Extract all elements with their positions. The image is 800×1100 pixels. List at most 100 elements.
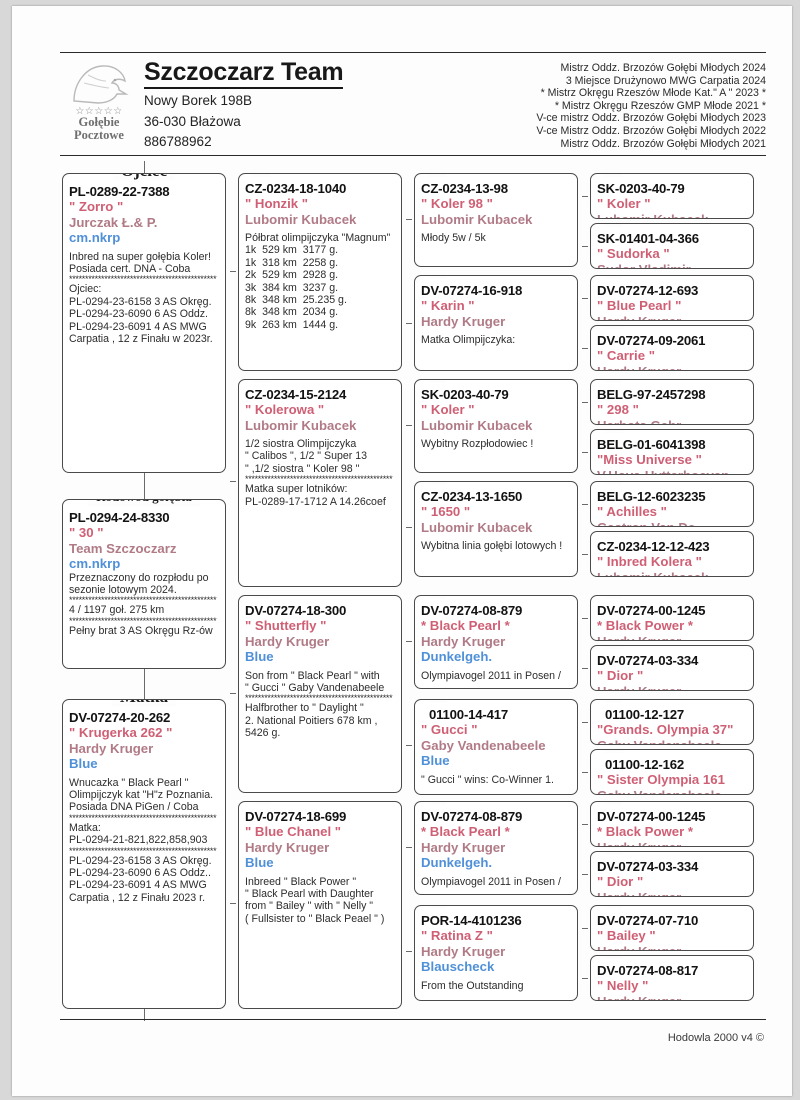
pedigree-box[interactable]: M SK-01401-04-366" Sudorka "Sudor Vladimi… bbox=[590, 222, 754, 269]
note-line: Olimpijczyk kat "H"z Poznania. bbox=[69, 788, 214, 801]
award-line: * Mistrz Okręgu Rzeszów Młode Kat." A " … bbox=[540, 87, 766, 100]
note-line: Wybitny Rozpłodowiec ! bbox=[421, 438, 534, 450]
pedigree-box[interactable]: Matka DV-07274-20-262" Krugerka 262 "Hard… bbox=[62, 698, 226, 1009]
pedigree-box[interactable]: M 01100-14-417" Gucci "Gaby VandenabeeleB… bbox=[414, 698, 578, 795]
breeder-name: Lubomir Kubacek bbox=[421, 519, 533, 535]
ring-number: PL-0294-24-8330 bbox=[69, 509, 170, 525]
pedigree-box[interactable]: M DV-07274-09-2061" Carrie "Hardy Kruger bbox=[590, 324, 754, 371]
breeder-name: Lubomir Kubacek bbox=[597, 570, 748, 576]
breeder-name: Lubomir Kubacek bbox=[421, 211, 533, 227]
pedigree-box[interactable]: M CZ-0234-13-1650" 1650 "Lubomir Kubacek W… bbox=[414, 480, 578, 577]
pigeon-color: Dunkelgeh. bbox=[421, 855, 493, 870]
pedigree-box[interactable]: Ojciec PL-0289-22-7388" Zorro "Jurczak Ł.… bbox=[62, 172, 226, 473]
box-content: SK-01401-04-366" Sudorka "Sudor Vladimir bbox=[597, 230, 748, 268]
pedigree-box[interactable]: O DV-07274-00-1245* Black Power *Hardy Kr… bbox=[590, 800, 754, 847]
sex-marker: O bbox=[605, 173, 622, 177]
sex-marker: O bbox=[605, 699, 622, 703]
note-line: " Gucci " Gaby Vandenabeele bbox=[245, 681, 385, 694]
breeder-name: Hardy Kruger bbox=[597, 364, 748, 370]
ring-number: DV-07274-08-879 bbox=[421, 602, 523, 618]
box-content: PL-0294-24-8330 " 30 " Team Szczoczarz cm.n… bbox=[69, 510, 220, 638]
note-line: 4 / 1197 goł. 275 km bbox=[69, 604, 165, 617]
connector-line bbox=[406, 846, 412, 848]
pigeon-nickname: " Bailey " bbox=[597, 928, 656, 943]
box-content: CZ-0234-12-12-423" Inbred Kolera "Lubomi… bbox=[597, 539, 748, 576]
sex-marker: O bbox=[605, 379, 622, 383]
race-result-row: 2k 529 km 2928 g. bbox=[245, 269, 339, 282]
note-line: PL-0294-23-6090 6 AS Oddz.. bbox=[69, 866, 211, 879]
pedigree-box[interactable]: M POR-14-4101236" Ratina Z "Hardy KrugerB… bbox=[414, 904, 578, 1001]
pedigree-page: ☆☆☆☆☆ Gołębie Pocztowe Szczoczarz Team N… bbox=[12, 6, 792, 1096]
breeder-name: Hardy Kruger bbox=[245, 839, 330, 855]
pedigree-box[interactable]: O BELG-12-6023235" Achilles "Gastron Van … bbox=[590, 480, 754, 527]
pigeon-color: cm.nkrp bbox=[69, 556, 121, 571]
connector-line bbox=[582, 771, 588, 773]
note-line: Wnucazka " Black Pearl " bbox=[69, 776, 189, 789]
ring-number: CZ-0234-13-1650 bbox=[421, 488, 523, 504]
sex-marker: M bbox=[253, 801, 272, 805]
note-line: PL-0294-23-6158 3 AS Okręg. bbox=[69, 854, 212, 867]
pedigree-box[interactable]: O SK-0203-40-79" Koler "Lubomir Kubacek Wy… bbox=[414, 378, 578, 473]
connector-line bbox=[582, 721, 588, 723]
sex-marker: M bbox=[429, 481, 448, 485]
pedigree-box[interactable]: M DV-07274-18-699" Blue Chanel "Hardy Kru… bbox=[238, 800, 402, 1009]
connector-line bbox=[144, 668, 145, 699]
pedigree-box[interactable]: O 01100-12-127"Grands. Olympia 37"Gaby Va… bbox=[590, 698, 754, 745]
pedigree-box[interactable]: O DV-07274-08-879* Black Pearl *Hardy Kru… bbox=[414, 594, 578, 689]
pedigree-box[interactable]: Rodowód gołębia PL-0294-24-8330" 30 "Team… bbox=[62, 498, 226, 669]
pedigree-box[interactable]: M CZ-0234-15-2124" Kolerowa "Lubomir Kuba… bbox=[238, 378, 402, 587]
connector-line bbox=[144, 472, 145, 499]
pedigree-box[interactable]: M DV-07274-08-817" Nelly "Hardy Kruger bbox=[590, 954, 754, 1001]
box-content: BELG-01-6041398"Miss Universe "V.Hove-Uy… bbox=[597, 437, 748, 474]
award-line: Mistrz Oddz. Brzozów Gołębi Młodych 2021 bbox=[560, 137, 766, 150]
connector-line bbox=[406, 744, 412, 746]
ring-number: POR-14-4101236 bbox=[421, 912, 522, 928]
breeder-name: Jurczak Ł.& P. bbox=[69, 214, 158, 230]
pigeon-nickname: " Gucci " bbox=[421, 722, 478, 737]
ring-number: DV-07274-03-334 bbox=[597, 652, 699, 668]
pigeon-nickname: " Dior " bbox=[597, 874, 644, 889]
note-line: PL-0294-23-6091 4 AS MWG bbox=[69, 320, 207, 333]
box-content: POR-14-4101236 " Ratina Z " Hardy Kruger Bl… bbox=[421, 913, 572, 992]
note-line: " Calibos ", 1/2 " Super 13 bbox=[245, 450, 367, 463]
connector-line bbox=[582, 297, 588, 299]
connector-line bbox=[406, 640, 412, 642]
pedigree-box[interactable]: O DV-07274-00-1245* Black Power *Hardy Kr… bbox=[590, 594, 754, 641]
pedigree-box[interactable]: O DV-07274-18-300" Shutterfly "Hardy Krug… bbox=[238, 594, 402, 793]
pigeon-nickname: " Blue Chanel " bbox=[245, 824, 342, 839]
pedigree-box[interactable]: O DV-07274-12-693" Blue Pearl "Hardy Krug… bbox=[590, 274, 754, 321]
generation-title: Ojciec bbox=[112, 173, 176, 180]
pedigree-box[interactable]: O CZ-0234-18-1040" Honzik "Lubomir Kubace… bbox=[238, 172, 402, 371]
ring-number: SK-01401-04-366 bbox=[597, 230, 699, 246]
pigeon-nickname: " Blue Pearl " bbox=[597, 298, 682, 313]
ring-number: 01100-12-127 bbox=[605, 706, 684, 722]
breeder-name: Gastron Van De Wouwer bbox=[597, 520, 748, 526]
box-content: BELG-12-6023235" Achilles "Gastron Van D… bbox=[597, 489, 748, 526]
race-result-row: 8k 348 km 2034 g. bbox=[245, 306, 339, 319]
separator: ****************************************… bbox=[69, 616, 217, 625]
separator: ****************************************… bbox=[69, 846, 217, 855]
note-line: Olympiavogel 2011 in Posen / bbox=[421, 875, 561, 888]
pedigree-box[interactable]: M 01100-12-162" Sister Olympia 161Gaby Va… bbox=[590, 748, 754, 795]
ring-number: DV-07274-16-918 bbox=[421, 282, 523, 298]
connector-line bbox=[582, 503, 588, 505]
pigeon-nickname: * Black Pearl * bbox=[421, 618, 510, 633]
pigeon-color: Blue bbox=[421, 753, 450, 768]
pedigree-box[interactable]: M DV-07274-03-334" Dior "Hardy Kruger bbox=[590, 644, 754, 691]
box-content: DV-07274-08-817" Nelly "Hardy Kruger bbox=[597, 963, 748, 1000]
breeder-name: Hardy Kruger bbox=[597, 890, 748, 896]
note-line: PL-0294-23-6090 6 AS Oddz. bbox=[69, 308, 208, 321]
pedigree-box[interactable]: O SK-0203-40-79" Koler "Lubomir Kubacek bbox=[590, 172, 754, 219]
pedigree-box[interactable]: M CZ-0234-12-12-423" Inbred Kolera "Lubom… bbox=[590, 530, 754, 577]
pigeon-nickname: " Carrie " bbox=[597, 348, 655, 363]
sex-marker: O bbox=[429, 801, 446, 805]
pedigree-box[interactable]: O DV-07274-08-879* Black Pearl *Hardy Kru… bbox=[414, 800, 578, 895]
pedigree-box[interactable]: M DV-07274-03-334" Dior "Hardy Kruger bbox=[590, 850, 754, 897]
pedigree-box[interactable]: M BELG-01-6041398"Miss Universe "V.Hove-U… bbox=[590, 428, 754, 475]
pedigree-box[interactable]: O DV-07274-07-710" Bailey "Hardy Kruger bbox=[590, 904, 754, 951]
connector-line bbox=[582, 195, 588, 197]
connector-line bbox=[406, 950, 412, 952]
pedigree-box[interactable]: M DV-07274-16-918" Karin "Hardy Kruger Mat… bbox=[414, 274, 578, 371]
pedigree-box[interactable]: O CZ-0234-13-98" Koler 98 "Lubomir Kubace… bbox=[414, 172, 578, 267]
pedigree-box[interactable]: O BELG-97-2457298" 298 "Herbots Gebr. bbox=[590, 378, 754, 425]
